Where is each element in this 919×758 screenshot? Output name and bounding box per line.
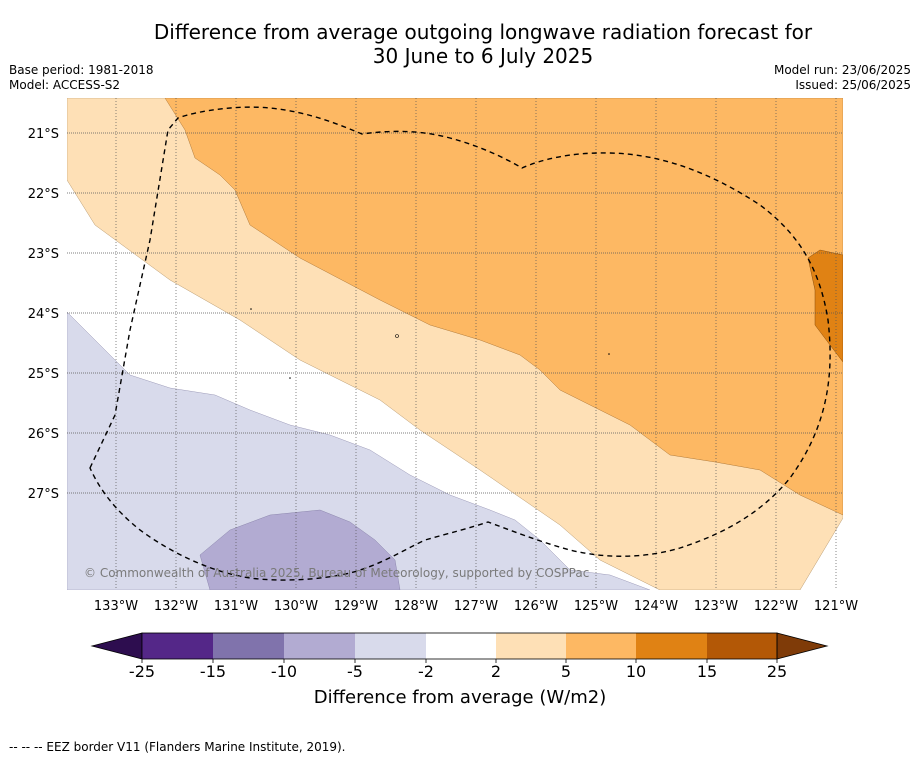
colorbar-tick-label: 10 <box>626 662 646 681</box>
lon-label: 130°W <box>274 599 318 614</box>
lon-label: 129°W <box>334 599 378 614</box>
colorbar-segment <box>636 633 707 659</box>
colorbar: -25 -15 -10 -5 -2 2 5 10 15 25 Differenc… <box>90 632 829 708</box>
lat-label: 22°S <box>28 187 59 202</box>
eez-footnote: -- -- -- EEZ border V11 (Flanders Marine… <box>9 740 346 754</box>
colorbar-tick-label: -2 <box>418 662 434 681</box>
colorbar-segment <box>707 633 777 659</box>
base-period: Base period: 1981-2018 <box>9 63 154 77</box>
lon-labels: 133°W 132°W 131°W 130°W 129°W 128°W 127°… <box>94 599 858 614</box>
colorbar-tick-label: -25 <box>129 662 155 681</box>
colorbar-segment <box>355 633 426 659</box>
lon-label: 128°W <box>394 599 438 614</box>
model-name: Model: ACCESS-S2 <box>9 78 121 92</box>
lon-gridlines <box>115 98 837 590</box>
lat-label: 23°S <box>28 247 59 262</box>
colorbar-frame <box>141 632 778 660</box>
issued-date: Issued: 25/06/2025 <box>795 78 911 92</box>
colorbar-segment <box>213 633 284 659</box>
map-area: © Commonwealth of Australia 2025, Bureau… <box>67 98 843 590</box>
meta-left: Base period: 1981-2018 Model: ACCESS-S2 <box>9 63 154 93</box>
colorbar-title: Difference from average (W/m2) <box>314 687 606 708</box>
colorbar-tick-label: -5 <box>347 662 363 681</box>
lon-label: 125°W <box>574 599 618 614</box>
lat-label: 26°S <box>28 427 59 442</box>
title-line-1: Difference from average outgoing longwav… <box>153 20 813 44</box>
lat-label: 25°S <box>28 367 59 382</box>
lat-label: 24°S <box>28 307 59 322</box>
colorbar-tick-label: 5 <box>561 662 571 681</box>
model-run: Model run: 23/06/2025 <box>773 63 911 77</box>
lon-label: 127°W <box>454 599 498 614</box>
colorbar-tick-label: -15 <box>200 662 226 681</box>
colorbar-segment <box>284 633 355 659</box>
colorbar-segment <box>426 633 496 659</box>
lat-label: 21°S <box>28 127 59 142</box>
colorbar-ticks <box>141 659 778 663</box>
colorbar-segment <box>142 633 213 659</box>
colorbar-extend-high <box>776 632 829 660</box>
colorbar-extend-low <box>90 632 143 660</box>
lon-label: 126°W <box>514 599 558 614</box>
lon-label: 124°W <box>634 599 678 614</box>
lat-gridlines <box>67 132 843 494</box>
contour-neg5-neg2 <box>67 311 651 590</box>
colorbar-tick-label: 2 <box>491 662 501 681</box>
meta-right: Model run: 23/06/2025 Issued: 25/06/2025 <box>774 63 911 93</box>
lon-label: 121°W <box>814 599 858 614</box>
copyright-text: © Commonwealth of Australia 2025, Bureau… <box>84 566 589 580</box>
lon-label: 122°W <box>754 599 798 614</box>
title-line-2: 30 June to 6 July 2025 <box>372 44 594 68</box>
lon-label: 123°W <box>694 599 738 614</box>
lon-label: 132°W <box>154 599 198 614</box>
island-marker <box>395 334 399 338</box>
colorbar-tick-label: 25 <box>767 662 787 681</box>
map-title: Difference from average outgoing longwav… <box>0 20 919 68</box>
lon-label: 131°W <box>214 599 258 614</box>
colorbar-tick-label: -10 <box>271 662 297 681</box>
colorbar-segment <box>496 633 566 659</box>
contour-neg10-neg5 <box>199 509 401 590</box>
island-marker <box>608 353 610 355</box>
lon-label: 133°W <box>94 599 138 614</box>
island-marker <box>250 308 252 310</box>
eez-border <box>89 106 831 581</box>
colorbar-tick-label: 15 <box>697 662 717 681</box>
lat-label: 27°S <box>28 487 59 502</box>
island-marker <box>289 377 291 379</box>
lat-labels: 21°S 22°S 23°S 24°S 25°S 26°S 27°S <box>28 127 59 502</box>
contour-5-10 <box>164 98 843 516</box>
colorbar-segment <box>566 633 636 659</box>
